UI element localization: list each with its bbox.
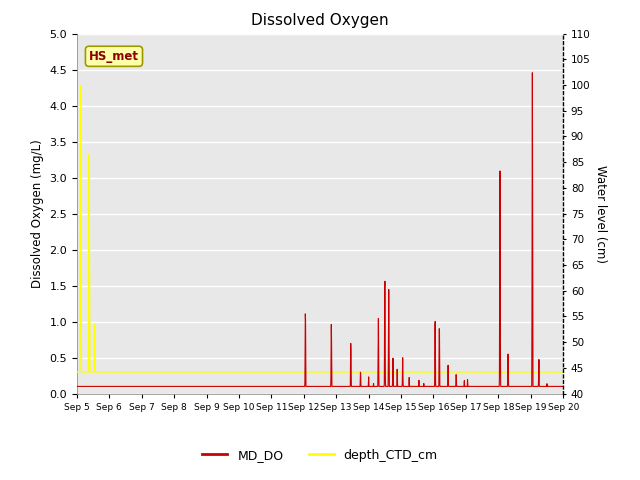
Legend: MD_DO, depth_CTD_cm: MD_DO, depth_CTD_cm [197, 444, 443, 467]
Text: HS_met: HS_met [89, 50, 139, 63]
Y-axis label: Water level (cm): Water level (cm) [595, 165, 607, 263]
Title: Dissolved Oxygen: Dissolved Oxygen [251, 13, 389, 28]
Y-axis label: Dissolved Oxygen (mg/L): Dissolved Oxygen (mg/L) [31, 139, 44, 288]
